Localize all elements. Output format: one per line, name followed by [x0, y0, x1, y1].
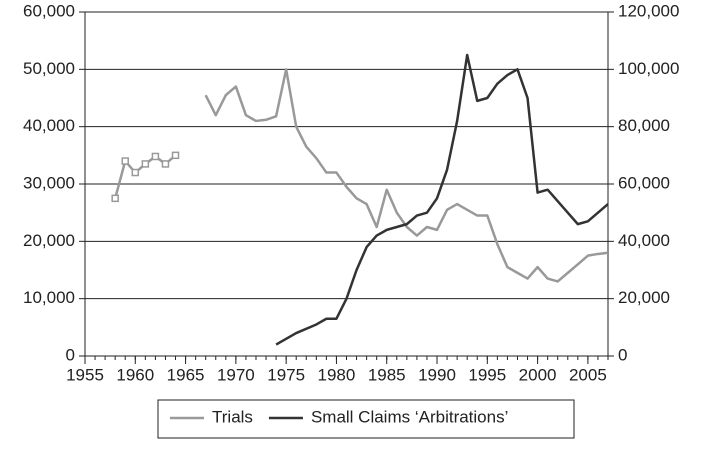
y-tick-label: 20,000: [23, 231, 75, 250]
point-marker: [161, 160, 170, 168]
x-tick-label: 1995: [468, 365, 506, 384]
x-tick-label: 1960: [116, 365, 154, 384]
y2-tick-label: 100,000: [618, 59, 679, 78]
y2-tick-label: 60,000: [618, 173, 670, 192]
y-tick-label: 40,000: [23, 116, 75, 135]
y-tick-label: 0: [66, 345, 75, 364]
x-tick-label: 1970: [217, 365, 255, 384]
y-tick-label: 60,000: [23, 1, 75, 20]
x-tick-label: 1980: [318, 365, 356, 384]
x-tick-label: 1955: [66, 365, 104, 384]
point-marker: [131, 168, 140, 177]
point-marker: [171, 151, 180, 160]
y2-tick-label: 20,000: [618, 288, 670, 307]
legend-label: Trials: [212, 407, 253, 426]
series-line: [113, 68, 609, 283]
y-tick-label: 10,000: [23, 288, 75, 307]
legend-box: [157, 399, 575, 439]
x-tick-label: 1975: [267, 365, 305, 384]
y2-tick-label: 80,000: [618, 116, 670, 135]
series-line: [275, 53, 609, 346]
y-tick-label: 30,000: [23, 173, 75, 192]
point-marker: [151, 152, 160, 161]
point-marker: [111, 194, 119, 203]
y2-tick-label: 40,000: [618, 231, 670, 250]
y-tick-label: 50,000: [23, 59, 75, 78]
x-tick-label: 2005: [569, 365, 607, 384]
x-tick-label: 1985: [368, 365, 406, 384]
point-marker: [121, 157, 129, 165]
x-tick-label: 1965: [167, 365, 205, 384]
x-tick-label: 1990: [418, 365, 456, 384]
legend-label: Small Claims ‘Arbitrations’: [311, 407, 508, 426]
y2-tick-label: 120,000: [618, 1, 679, 20]
point-marker: [141, 160, 150, 168]
x-tick-label: 2000: [519, 365, 557, 384]
y2-tick-label: 0: [618, 345, 627, 364]
